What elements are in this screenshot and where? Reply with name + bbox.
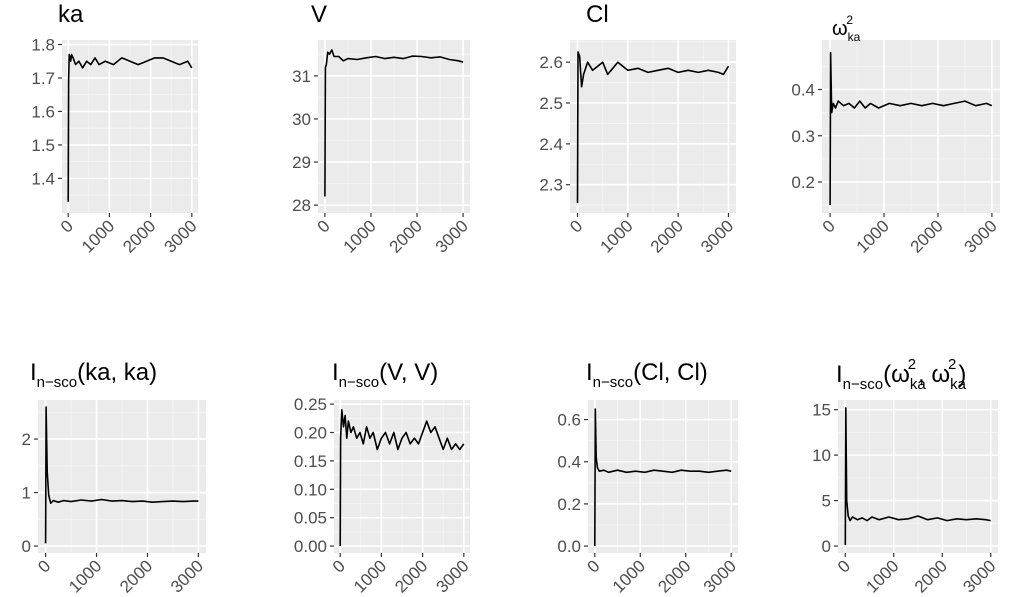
y-tick-label: 0.25	[294, 395, 327, 414]
y-tick-label: 0.2	[557, 495, 581, 514]
y-tick-label: 0.05	[294, 509, 327, 528]
x-tick-label: 0	[834, 556, 854, 576]
x-tick-label: 3000	[961, 216, 1001, 256]
y-tick-label: 1.6	[31, 102, 55, 121]
panel-7: 0.0 0.2 0.4 0.6 0 1000 2000 3000 In−sco(Cl, Cl)	[557, 359, 740, 597]
series-line	[44, 406, 199, 544]
panel-title: In−sco(ωka2, ωka2)	[836, 356, 967, 393]
x-tick-label: 0	[34, 556, 54, 576]
y-tick-label: 2.6	[539, 53, 563, 72]
y-tick-label: 1.7	[31, 69, 55, 88]
y-tick-label: 0	[22, 537, 31, 556]
y-tick-label: 0.00	[294, 537, 327, 556]
x-tick-label: 1000	[596, 216, 636, 256]
x-tick-label: 2000	[391, 556, 431, 596]
series-line	[844, 407, 991, 546]
x-tick-label: 1000	[862, 556, 902, 596]
series-line	[324, 49, 464, 197]
x-tick-label: 3000	[697, 216, 737, 256]
x-tick-label: 3000	[432, 216, 472, 256]
x-tick-label: 0	[819, 216, 839, 236]
x-tick-label: 0	[329, 556, 349, 576]
y-tick-label: 0.3	[791, 127, 815, 146]
y-tick-label: 0.4	[557, 453, 581, 472]
panel-title: ka	[58, 1, 84, 28]
x-tick-label: 3000	[167, 556, 207, 596]
series-line	[593, 408, 732, 547]
x-tick-label: 1000	[65, 556, 105, 596]
x-tick-label: 1000	[609, 556, 649, 596]
panel-title: V	[311, 1, 327, 28]
panel-title: In−sco(Cl, Cl)	[586, 359, 708, 391]
y-tick-label: 5	[822, 492, 831, 511]
x-tick-label: 0	[57, 216, 77, 236]
y-tick-label: 30	[292, 110, 311, 129]
y-tick-label: 15	[812, 401, 831, 420]
x-tick-label: 1000	[340, 216, 380, 256]
panel-5: 0 1 2 0 1000 2000 3000 In−sco(ka, ka)	[22, 359, 208, 597]
y-tick-label: 1	[22, 484, 31, 503]
series-line	[576, 51, 730, 204]
y-tick-label: 0.0	[557, 537, 581, 556]
y-tick-label: 1.8	[31, 36, 55, 55]
y-tick-label: 2.3	[539, 176, 563, 195]
y-tick-label: 28	[292, 196, 311, 215]
y-tick-label: 1.4	[31, 169, 55, 188]
y-tick-label: 0.2	[791, 173, 815, 192]
x-tick-label: 3000	[959, 556, 999, 596]
panel-title: Cl	[586, 1, 609, 28]
y-tick-label: 0.20	[294, 424, 327, 443]
series-line	[67, 53, 193, 202]
panel-title: In−sco(V, V)	[332, 359, 438, 391]
y-tick-label: 0.6	[557, 411, 581, 430]
x-tick-label: 0	[566, 216, 586, 236]
x-tick-label: 0	[314, 216, 334, 236]
x-tick-label: 2000	[654, 556, 694, 596]
x-tick-label: 2000	[911, 556, 951, 596]
panel-title: ωka2	[832, 13, 861, 44]
panel-4: 0.2 0.3 0.4 0 1000 2000 3000 ωka2	[791, 13, 1000, 257]
y-tick-label: 0	[822, 537, 831, 556]
panel-3: 2.3 2.4 2.5 2.6 0 1000 2000 3000 Cl	[539, 1, 737, 257]
x-tick-label: 3000	[432, 556, 472, 596]
x-tick-label: 2000	[116, 556, 156, 596]
y-tick-label: 2	[22, 430, 31, 449]
panel-2: 28 29 30 31 0 1000 2000 3000 V	[292, 1, 472, 257]
panel-6: 0.00 0.05 0.10 0.15 0.20 0.25 0 1000 2000 3000 In−…	[294, 359, 473, 597]
y-tick-label: 0.15	[294, 452, 327, 471]
y-tick-label: 29	[292, 153, 311, 172]
x-tick-label: 2000	[907, 216, 947, 256]
y-tick-label: 1.5	[31, 136, 55, 155]
x-tick-label: 1000	[78, 216, 118, 256]
x-tick-label: 1000	[350, 556, 390, 596]
y-tick-label: 0.4	[791, 80, 815, 99]
x-tick-label: 3000	[700, 556, 740, 596]
series-line	[339, 408, 465, 547]
x-tick-label: 2000	[386, 216, 426, 256]
y-tick-label: 31	[292, 67, 311, 86]
y-tick-label: 2.5	[539, 94, 563, 113]
y-tick-label: 2.4	[539, 135, 563, 154]
y-tick-label: 10	[812, 446, 831, 465]
x-tick-label: 0	[584, 556, 604, 576]
x-tick-label: 2000	[119, 216, 159, 256]
x-tick-label: 2000	[647, 216, 687, 256]
panel-1: 1.4 1.5 1.6 1.7 1.8 0 1000 2000 3000 ka	[31, 1, 200, 257]
panel-title: In−sco(ka, ka)	[30, 359, 157, 391]
panel-8: 0 5 10 15 0 1000 2000 3000 In−sco(ωka2, ωka2)	[812, 356, 999, 597]
x-tick-label: 1000	[853, 216, 893, 256]
x-tick-label: 3000	[160, 216, 200, 256]
series-line	[829, 51, 993, 206]
y-tick-label: 0.10	[294, 480, 327, 499]
